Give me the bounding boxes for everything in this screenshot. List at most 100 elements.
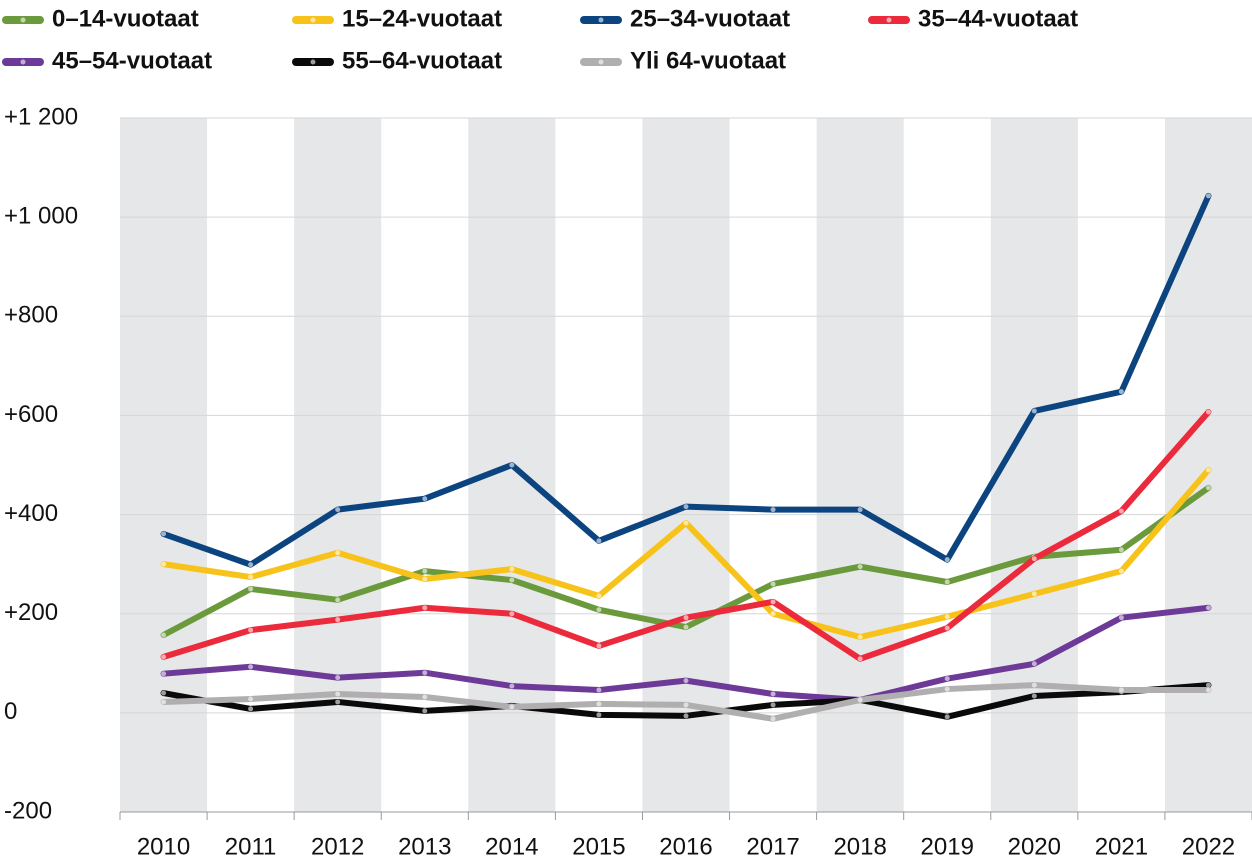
legend-label: 45–54-vuotaat: [52, 47, 212, 74]
y-tick-label: -200: [4, 797, 52, 824]
point: [422, 496, 428, 502]
point: [770, 507, 776, 513]
legend-dot: [886, 17, 892, 23]
point: [857, 507, 863, 513]
point: [509, 704, 515, 710]
point: [1031, 408, 1037, 414]
point: [1031, 591, 1037, 597]
legend-label: 25–34-vuotaat: [630, 5, 790, 32]
point: [596, 538, 602, 544]
y-tick-label: +800: [4, 302, 58, 329]
band: [120, 118, 208, 812]
legend-dot: [598, 59, 604, 65]
y-tick-label: +1 000: [4, 202, 78, 229]
point: [1118, 615, 1124, 621]
legend-dot: [310, 59, 316, 65]
point: [1205, 193, 1211, 199]
point: [596, 593, 602, 599]
point: [161, 561, 167, 567]
point: [509, 611, 515, 617]
point: [683, 615, 689, 621]
point: [509, 577, 515, 583]
y-tick-label: +400: [4, 500, 58, 527]
point: [422, 576, 428, 582]
point: [161, 632, 167, 638]
legend-dot: [20, 17, 26, 23]
point: [944, 579, 950, 585]
band: [1164, 118, 1252, 812]
point: [335, 597, 341, 603]
point: [1031, 693, 1037, 699]
point: [683, 678, 689, 684]
legend-label: 0–14-vuotaat: [52, 5, 199, 32]
x-tick-label: 2010: [137, 833, 190, 860]
point: [683, 713, 689, 719]
point: [683, 520, 689, 526]
y-tick-label: +1 200: [4, 103, 78, 130]
point: [161, 531, 167, 537]
point: [944, 614, 950, 620]
legend-dot: [310, 17, 316, 23]
point: [1031, 682, 1037, 688]
y-tick-label: 0: [4, 698, 17, 725]
point: [1205, 467, 1211, 473]
point: [422, 694, 428, 700]
legend-label: 15–24-vuotaat: [342, 5, 502, 32]
point: [335, 691, 341, 697]
point: [161, 690, 167, 696]
point: [596, 712, 602, 718]
legend-dot: [598, 17, 604, 23]
x-tick-label: 2022: [1182, 833, 1235, 860]
point: [683, 504, 689, 510]
point: [1205, 687, 1211, 693]
x-tick-label: 2011: [225, 833, 277, 860]
point: [857, 634, 863, 640]
point: [335, 699, 341, 705]
band: [642, 118, 730, 812]
point: [770, 599, 776, 605]
point: [509, 462, 515, 468]
point: [944, 625, 950, 631]
point: [770, 702, 776, 708]
point: [335, 617, 341, 623]
point: [1118, 508, 1124, 514]
point: [509, 566, 515, 572]
point: [770, 716, 776, 722]
point: [944, 686, 950, 692]
point: [161, 654, 167, 660]
point: [1118, 687, 1124, 693]
x-tick-label: 2019: [921, 833, 974, 860]
x-tick-label: 2021: [1095, 833, 1148, 860]
point: [1205, 682, 1211, 688]
x-tick-label: 2013: [398, 833, 451, 860]
point: [596, 643, 602, 649]
x-tick-label: 2016: [659, 833, 712, 860]
point: [1205, 485, 1211, 491]
point: [1205, 409, 1211, 415]
y-tick-label: +600: [4, 401, 58, 428]
point: [1118, 389, 1124, 395]
point: [248, 586, 254, 592]
point: [1031, 661, 1037, 667]
point: [944, 557, 950, 563]
point: [422, 605, 428, 611]
point: [248, 706, 254, 712]
point: [857, 564, 863, 570]
point: [1118, 568, 1124, 574]
x-tick-label: 2017: [746, 833, 799, 860]
point: [248, 627, 254, 633]
point: [683, 702, 689, 708]
point: [770, 581, 776, 587]
point: [596, 687, 602, 693]
point: [335, 507, 341, 513]
point: [1118, 547, 1124, 553]
point: [944, 714, 950, 720]
legend-label: Yli 64-vuotaat: [630, 47, 786, 74]
legend-dot: [20, 59, 26, 65]
point: [422, 568, 428, 574]
point: [335, 550, 341, 556]
point: [770, 691, 776, 697]
x-tick-label: 2018: [833, 833, 886, 860]
